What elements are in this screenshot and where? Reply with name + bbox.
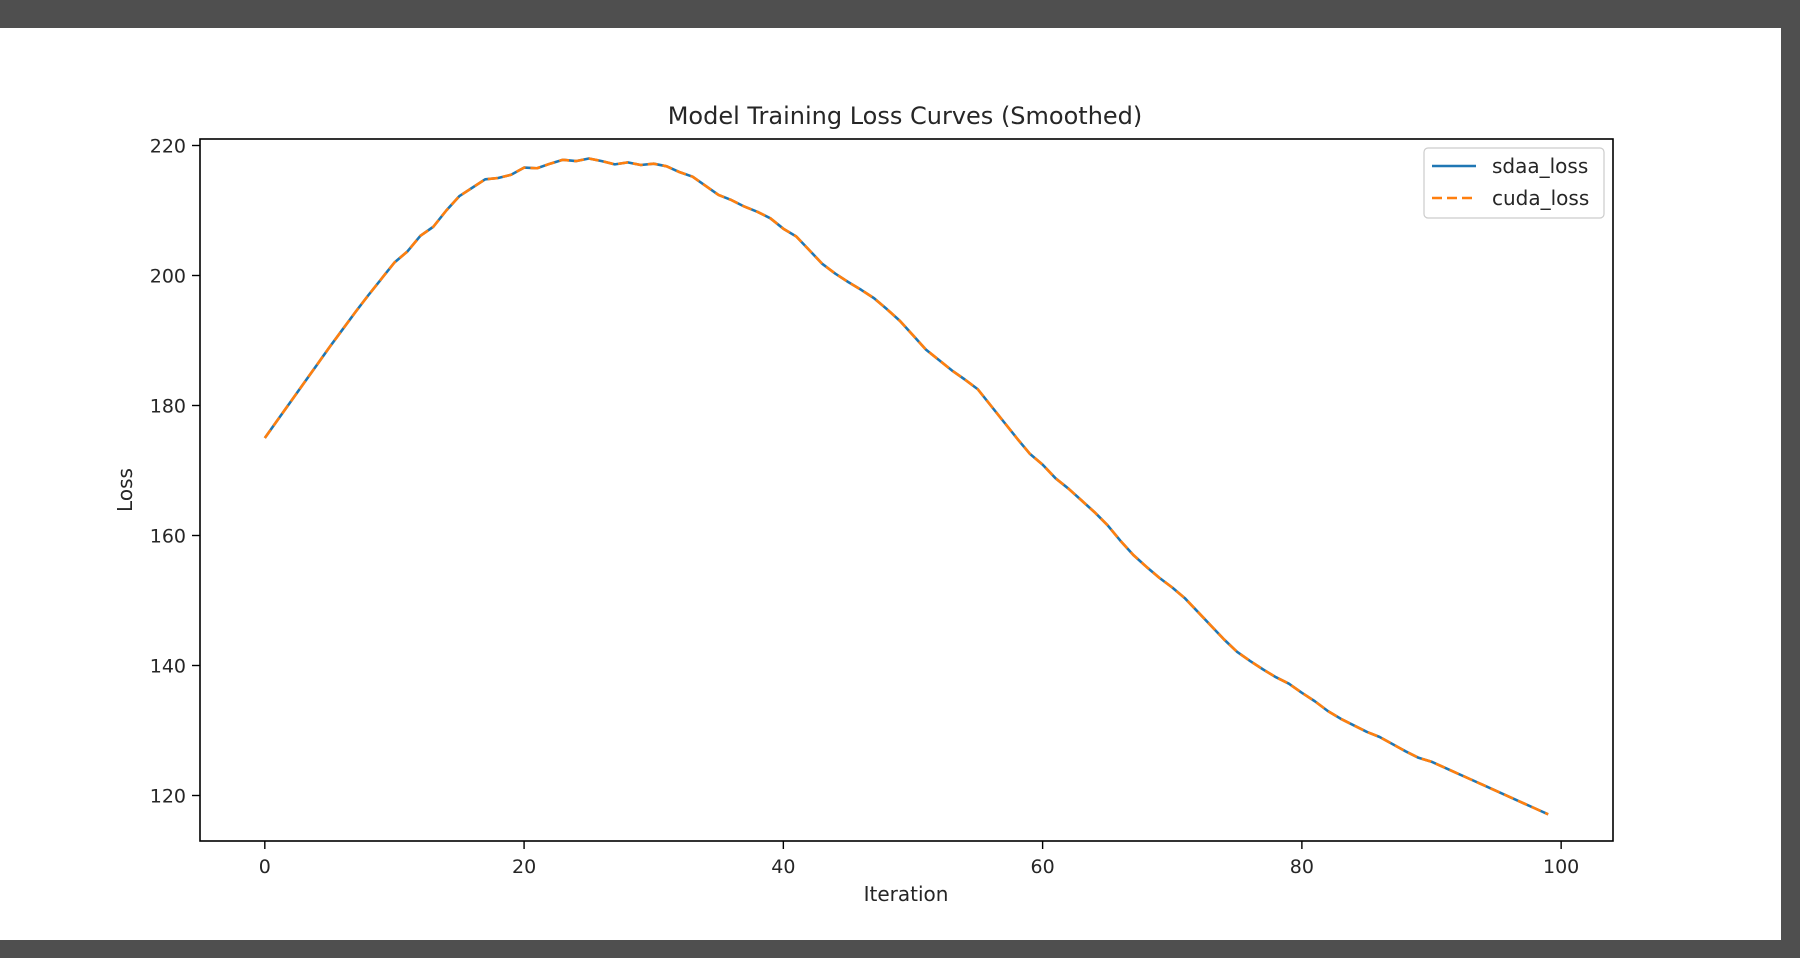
y-tick-label: 200 (150, 266, 186, 288)
x-axis: 0 20 40 60 80 100 (259, 841, 1579, 878)
y-tick-label: 180 (150, 396, 186, 418)
y-axis: 120 140 160 180 200 220 (150, 136, 200, 808)
series-line-sdaa-loss (263, 157, 1549, 816)
x-tick-label: 0 (259, 856, 271, 878)
plot-area-frame (199, 138, 1614, 842)
legend-label-sdaa-loss: sdaa_loss (1492, 154, 1588, 178)
y-tick-label: 160 (150, 526, 186, 548)
series-line-cuda-loss (263, 157, 1549, 816)
series-lines (263, 157, 1549, 816)
chart-title: Model Training Loss Curves (Smoothed) (668, 102, 1143, 130)
y-tick-label: 140 (150, 656, 186, 678)
x-tick-label: 100 (1543, 856, 1579, 878)
figure-canvas: Model Training Loss Curves (Smoothed) 0 2… (0, 28, 1781, 940)
line-chart: Model Training Loss Curves (Smoothed) 0 2… (113, 102, 1614, 906)
legend: sdaa_loss cuda_loss (1423, 147, 1605, 219)
legend-label-cuda-loss: cuda_loss (1492, 186, 1589, 210)
x-tick-label: 20 (512, 856, 536, 878)
x-tick-label: 60 (1031, 856, 1055, 878)
y-tick-label: 120 (150, 786, 186, 808)
x-tick-label: 80 (1290, 856, 1314, 878)
x-tick-label: 40 (771, 856, 795, 878)
y-tick-label: 220 (150, 136, 186, 158)
y-axis-label: Loss (113, 468, 137, 512)
x-axis-label: Iteration (864, 882, 949, 906)
